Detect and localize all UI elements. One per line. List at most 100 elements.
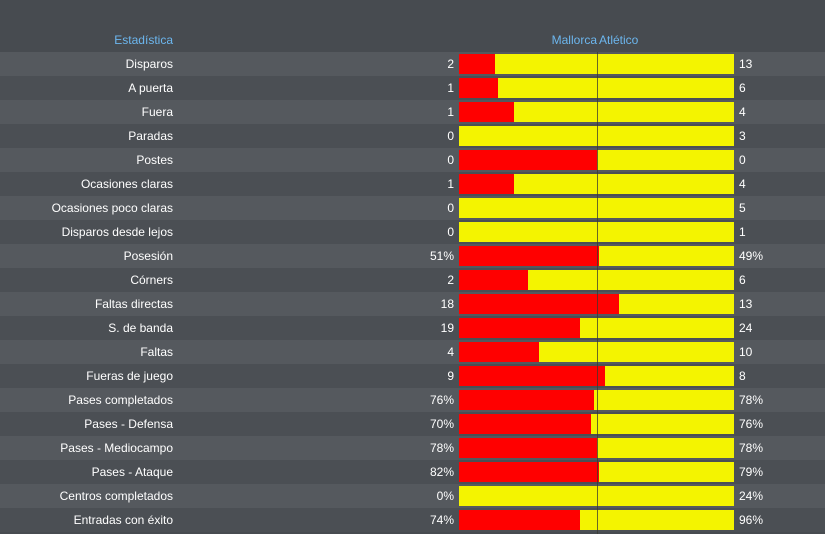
away-team-header[interactable]: Atlético: [599, 33, 639, 47]
away-value: 10: [739, 345, 753, 359]
home-value: 19: [440, 321, 454, 335]
stat-label: Centros completados: [59, 489, 173, 503]
home-value: 78%: [429, 441, 454, 455]
stat-label: Paradas: [128, 129, 173, 143]
home-value: 70%: [429, 417, 454, 431]
home-value: 2: [447, 57, 454, 71]
comparison-bar: [459, 366, 734, 386]
home-value: 82%: [429, 465, 454, 479]
stat-label: Pases completados: [68, 393, 173, 407]
stat-label: Faltas directas: [94, 297, 173, 311]
stat-row: Pases - Ataque 82% 79%: [0, 460, 825, 484]
home-value: 76%: [429, 393, 454, 407]
away-value: 4: [739, 105, 746, 119]
home-bar-fill: [459, 462, 600, 482]
stat-label: Pases - Mediocampo: [60, 441, 173, 455]
home-bar-fill: [459, 390, 594, 410]
home-team-header[interactable]: Mallorca: [551, 33, 597, 47]
comparison-bar: [459, 342, 734, 362]
comparison-bar: [459, 126, 734, 146]
stat-row: Posesión 51% 49%: [0, 244, 825, 268]
stat-label: Ocasiones claras: [80, 177, 173, 191]
stat-label: Entradas con éxito: [73, 513, 173, 527]
stat-label: A puerta: [128, 81, 173, 95]
stat-row: Ocasiones poco claras 0 5: [0, 196, 825, 220]
home-bar-fill: [459, 246, 600, 266]
home-bar-fill: [459, 366, 605, 386]
home-value: 0: [447, 153, 454, 167]
home-value: 0: [447, 225, 454, 239]
stat-row: Faltas directas 18 13: [0, 292, 825, 316]
stat-row: Fuera 1 4: [0, 100, 825, 124]
home-value: 0%: [436, 489, 454, 503]
away-value: 78%: [739, 393, 764, 407]
stat-row: Fueras de juego 9 8: [0, 364, 825, 388]
home-value: 1: [447, 177, 454, 191]
comparison-bar: [459, 294, 734, 314]
stat-label: Postes: [136, 153, 173, 167]
home-bar-fill: [459, 174, 514, 194]
comparison-bar: [459, 222, 734, 242]
stat-row: Paradas 0 3: [0, 124, 825, 148]
comparison-bar: [459, 318, 734, 338]
stat-label: Posesión: [123, 249, 173, 263]
comparison-bar: [459, 486, 734, 506]
home-value: 51%: [429, 249, 454, 263]
stat-row: Pases - Defensa 70% 76%: [0, 412, 825, 436]
stat-row: A puerta 1 6: [0, 76, 825, 100]
stat-column-header[interactable]: Estadística: [114, 33, 173, 47]
stat-label: Disparos desde lejos: [61, 225, 173, 239]
home-value: 2: [447, 273, 454, 287]
stat-row: S. de banda 19 24: [0, 316, 825, 340]
stat-row: Ocasiones claras 1 4: [0, 172, 825, 196]
away-value: 49%: [739, 249, 764, 263]
away-value: 13: [739, 297, 753, 311]
stat-row: Córners 2 6: [0, 268, 825, 292]
comparison-bar: [459, 198, 734, 218]
stats-header: Estadística Mallorca Atlético: [0, 28, 825, 50]
stat-label: Fueras de juego: [86, 369, 173, 383]
home-bar-fill: [459, 270, 528, 290]
stat-label: Disparos: [125, 57, 173, 71]
away-value: 96%: [739, 513, 764, 527]
comparison-bar: [459, 510, 734, 530]
stat-label: Córners: [130, 273, 173, 287]
stats-rows: Disparos 2 13 A puerta 1 6 Fuera 1 4 Paradas 0 3 Pos…: [0, 52, 825, 532]
stat-row: Entradas con éxito 74% 96%: [0, 508, 825, 532]
home-bar-fill: [459, 438, 597, 458]
stat-row: Faltas 4 10: [0, 340, 825, 364]
comparison-bar: [459, 438, 734, 458]
stat-label: Pases - Defensa: [84, 417, 173, 431]
stat-label: Faltas: [140, 345, 173, 359]
stat-row: Disparos 2 13: [0, 52, 825, 76]
stat-label: S. de banda: [108, 321, 173, 335]
home-bar-fill: [459, 150, 597, 170]
comparison-bar: [459, 462, 734, 482]
home-bar-fill: [459, 102, 514, 122]
home-value: 9: [447, 369, 454, 383]
away-value: 78%: [739, 441, 764, 455]
away-value: 24%: [739, 489, 764, 503]
away-value: 79%: [739, 465, 764, 479]
home-bar-fill: [459, 342, 539, 362]
stat-row: Disparos desde lejos 0 1: [0, 220, 825, 244]
comparison-bar: [459, 270, 734, 290]
comparison-bar: [459, 390, 734, 410]
stat-row: Centros completados 0% 24%: [0, 484, 825, 508]
stat-row: Pases - Mediocampo 78% 78%: [0, 436, 825, 460]
stat-label: Fuera: [141, 105, 173, 119]
stat-row: Pases completados 76% 78%: [0, 388, 825, 412]
home-bar-fill: [459, 78, 498, 98]
comparison-bar: [459, 54, 734, 74]
away-value: 76%: [739, 417, 764, 431]
comparison-bar: [459, 150, 734, 170]
away-value: 0: [739, 153, 746, 167]
away-value: 3: [739, 129, 746, 143]
home-value: 0: [447, 129, 454, 143]
away-value: 1: [739, 225, 746, 239]
away-value: 6: [739, 81, 746, 95]
away-value: 6: [739, 273, 746, 287]
stat-label: Pases - Ataque: [91, 465, 173, 479]
away-value: 5: [739, 201, 746, 215]
